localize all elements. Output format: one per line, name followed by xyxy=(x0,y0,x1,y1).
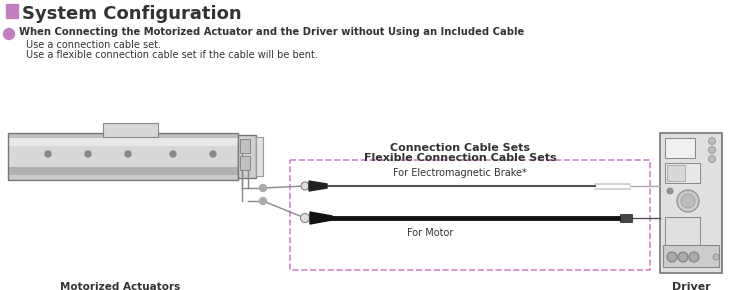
Circle shape xyxy=(300,213,309,222)
Bar xyxy=(620,214,632,222)
Bar xyxy=(238,135,256,178)
Bar xyxy=(8,146,238,167)
Circle shape xyxy=(260,197,266,204)
Circle shape xyxy=(125,151,131,157)
Bar xyxy=(240,156,250,170)
Text: Driver: Driver xyxy=(672,282,710,290)
Bar xyxy=(8,133,238,138)
Bar xyxy=(103,123,158,137)
Bar xyxy=(290,160,650,270)
Circle shape xyxy=(301,182,309,190)
Circle shape xyxy=(681,194,695,208)
Bar xyxy=(8,133,238,180)
Text: For Electromagnetic Brake*: For Electromagnetic Brake* xyxy=(393,168,527,178)
Bar xyxy=(8,167,238,175)
Bar xyxy=(667,165,685,181)
Text: Use a flexible connection cable set if the cable will be bent.: Use a flexible connection cable set if t… xyxy=(26,50,318,60)
Text: System Configuration: System Configuration xyxy=(22,5,242,23)
Bar xyxy=(663,245,719,267)
Circle shape xyxy=(678,252,688,262)
Text: Connection Cable Sets: Connection Cable Sets xyxy=(390,143,530,153)
Circle shape xyxy=(4,28,15,39)
Polygon shape xyxy=(310,212,332,224)
Bar xyxy=(8,175,238,180)
Bar xyxy=(6,4,18,18)
Polygon shape xyxy=(309,181,327,191)
Text: Flexible Connection Cable Sets: Flexible Connection Cable Sets xyxy=(363,153,556,163)
Bar xyxy=(665,163,700,183)
Circle shape xyxy=(708,137,716,144)
Bar xyxy=(256,137,263,176)
Circle shape xyxy=(170,151,176,157)
Circle shape xyxy=(689,252,699,262)
Circle shape xyxy=(667,188,673,194)
Circle shape xyxy=(210,151,216,157)
Text: When Connecting the Motorized Actuator and the Driver without Using an Included : When Connecting the Motorized Actuator a… xyxy=(19,27,524,37)
Text: For Motor: For Motor xyxy=(407,228,453,238)
Circle shape xyxy=(708,155,716,162)
Text: Use a connection cable set.: Use a connection cable set. xyxy=(26,40,161,50)
Circle shape xyxy=(708,146,716,153)
Bar xyxy=(240,139,250,153)
Circle shape xyxy=(677,190,699,212)
Circle shape xyxy=(667,252,677,262)
Bar xyxy=(665,138,695,158)
Bar xyxy=(8,138,238,146)
Circle shape xyxy=(85,151,91,157)
Bar xyxy=(665,217,700,247)
Bar xyxy=(660,133,722,273)
Circle shape xyxy=(713,254,719,260)
Circle shape xyxy=(45,151,51,157)
Text: Motorized Actuators: Motorized Actuators xyxy=(60,282,180,290)
Circle shape xyxy=(260,184,266,191)
